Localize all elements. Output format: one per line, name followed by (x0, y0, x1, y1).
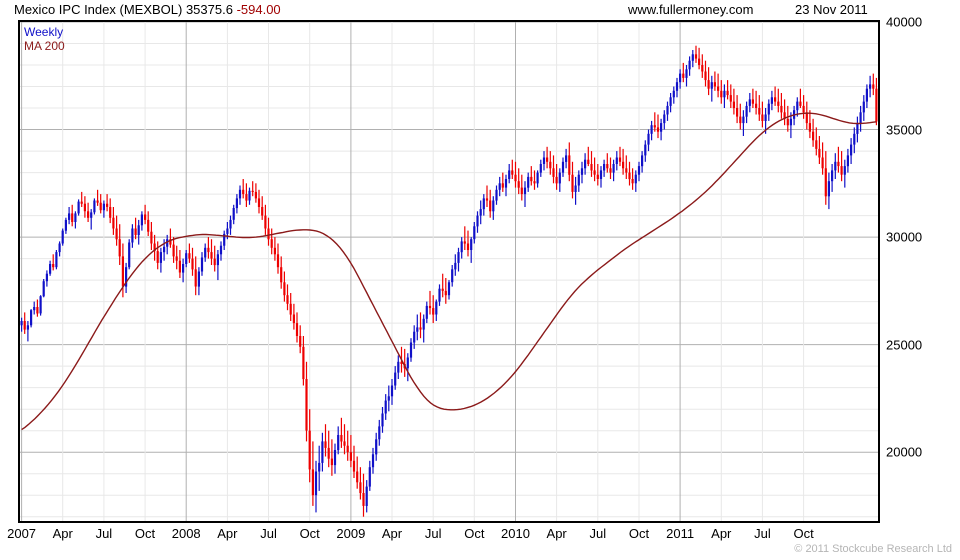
x-axis-tick-label: Jul (754, 526, 771, 541)
copyright-notice: © 2011 Stockcube Research Ltd (794, 543, 952, 555)
x-axis-tick-label: Apr (546, 526, 567, 541)
chart-plot-area (18, 20, 880, 523)
x-axis-tick-label: 2008 (171, 526, 201, 541)
x-axis-tick-label: 2009 (336, 526, 366, 541)
legend-item-weekly: Weekly (24, 25, 64, 39)
legend-item-ma200: MA 200 (24, 39, 65, 53)
y-axis-labels: 20000 25000 30000 35000 40000 (884, 15, 960, 523)
x-axis-tick-label: Apr (711, 526, 732, 541)
x-axis-tick-label: Jul (424, 526, 442, 541)
x-axis-tick-label: Apr (52, 526, 73, 541)
chart-change-value: -594.00 (236, 2, 281, 17)
chart-legend: Weekly MA 200 (24, 25, 65, 53)
y-axis-tick-label: 25000 (886, 337, 923, 353)
x-axis-tick-label: Apr (381, 526, 403, 541)
x-axis-tick-label: Oct (299, 526, 320, 541)
y-axis-tick-label: 40000 (886, 14, 923, 30)
x-axis-tick-label: 2007 (7, 526, 37, 541)
y-axis-tick-label: 30000 (886, 229, 923, 245)
chart-header: Mexico IPC Index (MEXBOL) 35375.6 -594.0… (0, 0, 960, 20)
x-axis-tick-label: 2010 (501, 526, 530, 541)
x-axis-tick-label: Oct (628, 526, 650, 541)
x-axis-tick-label: 2011 (666, 526, 695, 541)
candlestick-canvas (20, 22, 878, 521)
y-axis-tick-label: 35000 (886, 122, 923, 138)
x-axis-tick-label: Jul (260, 526, 277, 541)
x-axis-tick-label: Jul (95, 526, 113, 541)
x-axis-labels: 2007 Apr Jul Oct 2008 Apr Jul Oct 2009 Apr Jul Oct 2… (0, 526, 960, 546)
y-axis-tick-label: 20000 (886, 444, 923, 460)
x-axis-tick-label: Jul (589, 526, 607, 541)
chart-title-text: Mexico IPC Index (MEXBOL) 35375.6 (14, 2, 233, 17)
x-axis-tick-label: Oct (793, 526, 814, 541)
x-axis-tick-label: Oct (464, 526, 485, 541)
x-axis-tick-label: Oct (134, 526, 156, 541)
x-axis-tick-label: Apr (217, 526, 238, 541)
website-label: www.fullermoney.com (628, 2, 754, 17)
quote-date-label: 23 Nov 2011 (795, 2, 868, 17)
chart-title: Mexico IPC Index (MEXBOL) 35375.6 -594.0… (14, 2, 281, 17)
